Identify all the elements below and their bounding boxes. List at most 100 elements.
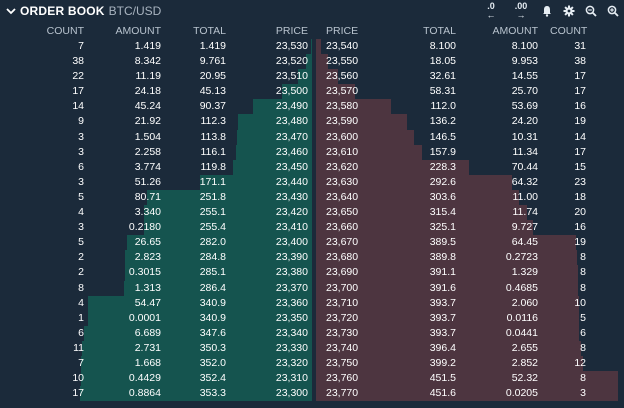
bid-price: 23,530 (275, 40, 308, 52)
ask-count: 8 (580, 372, 586, 385)
bid-price: 23,340 (275, 326, 308, 339)
order-book-row[interactable]: 2 0.3015 285.1 23,380 23,690 391.1 1.329 8 (0, 265, 624, 281)
bid-total: 255.1 (199, 206, 226, 219)
ask-price: 23,620 (326, 160, 359, 173)
order-book-row[interactable]: 17 24.18 45.13 23,500 23,570 58.31 25.70 17 (0, 84, 624, 100)
order-book-row[interactable]: 17 0.8864 353.3 23,300 23,770 451.6 0.0205 3 (0, 386, 624, 402)
ask-amount: 2.060 (511, 296, 538, 309)
order-book-row[interactable]: 2 2.823 284.8 23,390 23,680 389.8 0.2723 8 (0, 250, 624, 266)
bid-amount: 26.65 (134, 236, 161, 249)
bid-count: 9 (78, 115, 84, 128)
ask-price: 23,760 (326, 372, 359, 385)
ask-total: 325.1 (429, 221, 456, 234)
bid-count: 7 (78, 356, 84, 369)
settings-button[interactable] (562, 4, 576, 18)
zoom-out-button[interactable] (584, 4, 598, 18)
ask-count: 17 (574, 85, 586, 98)
ask-total: 157.9 (429, 145, 456, 158)
order-book-row[interactable]: 3 1.504 113.8 23,470 23,600 146.5 10.31 14 (0, 129, 624, 145)
decrease-precision-button[interactable]: .0 ← (480, 2, 502, 20)
bid-depth-bar (282, 84, 312, 100)
order-book-row[interactable]: 5 26.65 282.0 23,400 23,670 389.5 64.45 19 (0, 235, 624, 251)
bid-price: 23,490 (275, 100, 308, 113)
ask-price: 23,710 (326, 296, 359, 309)
order-book-row[interactable]: 1 0.0001 340.9 23,350 23,720 393.7 0.0116 5 (0, 310, 624, 326)
bid-total: 113.8 (200, 130, 227, 143)
ask-amount: 25.70 (511, 85, 538, 98)
notifications-button[interactable] (540, 4, 554, 18)
bid-amount: 24.18 (134, 85, 161, 98)
bid-amount: 1.504 (134, 130, 161, 143)
ask-price: 23,560 (326, 70, 359, 83)
bid-total: 340.9 (199, 296, 226, 309)
bid-total: 352.0 (199, 356, 226, 369)
bid-total: 251.8 (199, 190, 226, 203)
bid-amount: 3.774 (134, 160, 161, 173)
bid-total: 350.3 (199, 341, 226, 354)
bid-depth-bar (237, 129, 312, 145)
increase-precision-button[interactable]: .00 → (510, 2, 532, 20)
ask-count: 12 (574, 356, 586, 369)
bid-count: 3 (78, 221, 84, 234)
bid-depth-bar (199, 174, 312, 190)
order-book-row[interactable]: 22 11.19 20.95 23,510 23,560 32.61 14.55 17 (0, 69, 624, 85)
bid-depth-bar (298, 69, 312, 85)
ask-price: 23,580 (326, 100, 359, 113)
bid-price: 23,420 (275, 206, 308, 219)
collapse-chevron-icon[interactable] (5, 5, 17, 17)
bid-total: 340.9 (199, 311, 226, 324)
bid-price: 23,400 (275, 236, 308, 249)
bid-amount: 21.92 (134, 115, 161, 128)
order-book-row[interactable]: 6 6.689 347.6 23,340 23,730 393.7 0.0441 6 (0, 325, 624, 341)
ask-price: 23,750 (326, 356, 359, 369)
bid-price: 23,520 (275, 55, 308, 68)
bell-icon (543, 6, 551, 17)
ask-depth-bar (316, 340, 582, 356)
bid-count: 2 (78, 266, 84, 279)
bids-price-header: PRICE (275, 25, 308, 37)
gear-icon (563, 5, 575, 17)
order-book-row[interactable]: 6 3.774 119.8 23,450 23,620 228.3 70.44 15 (0, 159, 624, 175)
bid-total: 9.761 (199, 55, 226, 68)
ask-depth-bar (316, 84, 355, 100)
order-book-row[interactable]: 9 21.92 112.3 23,480 23,590 136.2 24.20 19 (0, 114, 624, 130)
bid-depth-bar (80, 355, 312, 372)
panel-title: ORDER BOOK (20, 4, 105, 18)
bid-count: 11 (73, 341, 84, 354)
bid-total: 255.4 (199, 221, 226, 234)
bid-amount: 8.342 (134, 55, 161, 68)
order-book-row[interactable]: 3 51.26 171.1 23,440 23,630 292.6 64.32 23 (0, 174, 624, 190)
bid-price: 23,440 (275, 175, 308, 188)
order-book-row[interactable]: 4 3.340 255.1 23,420 23,650 315.4 11.74 20 (0, 205, 624, 221)
bid-amount: 80.71 (134, 190, 161, 203)
order-book-row[interactable]: 10 0.4429 352.4 23,310 23,760 451.5 52.32 8 (0, 371, 624, 387)
ask-total: 396.4 (429, 341, 456, 354)
order-book-row[interactable]: 7 1.419 1.419 23,530 23,540 8.100 8.100 31 (0, 39, 624, 55)
ask-total: 451.5 (429, 372, 456, 385)
order-book-row[interactable]: 14 45.24 90.37 23,490 23,580 112.0 53.69 16 (0, 99, 624, 115)
order-book-row[interactable]: 5 80.71 251.8 23,430 23,640 303.6 11.00 18 (0, 189, 624, 206)
ask-depth-bar (316, 280, 578, 296)
order-book-row[interactable]: 8 1.313 286.4 23,370 23,700 391.6 0.4685 8 (0, 280, 624, 296)
ask-price: 23,610 (326, 145, 359, 158)
ask-total: 451.6 (429, 387, 456, 400)
bids-count-header: COUNT (46, 25, 84, 37)
ask-total: 315.4 (429, 206, 456, 219)
bid-depth-bar (126, 235, 312, 251)
ask-price: 23,600 (326, 130, 359, 143)
order-book-row[interactable]: 38 8.342 9.761 23,520 23,550 18.05 9.953 38 (0, 54, 624, 70)
ask-amount: 2.852 (511, 356, 538, 369)
ask-price: 23,700 (326, 281, 359, 294)
bid-price: 23,430 (275, 190, 308, 203)
bid-depth-bar (81, 340, 312, 356)
order-book-row[interactable]: 11 2.731 350.3 23,330 23,740 396.4 2.655 8 (0, 340, 624, 356)
order-book-row[interactable]: 3 2.258 116.1 23,460 23,610 157.9 11.34 17 (0, 144, 624, 160)
bid-amount: 2.823 (134, 251, 161, 264)
order-book-header: ORDER BOOK BTC/USD .0 ← .00 → (0, 0, 624, 22)
order-book-row[interactable]: 3 0.2180 255.4 23,410 23,660 325.1 9.727 16 (0, 220, 624, 236)
order-book-row[interactable]: 7 1.668 352.0 23,320 23,750 399.2 2.852 12 (0, 355, 624, 372)
order-book-row[interactable]: 4 54.47 340.9 23,360 23,710 393.7 2.060 10 (0, 295, 624, 311)
bid-amount: 2.258 (134, 145, 161, 158)
zoom-in-button[interactable] (606, 4, 620, 18)
